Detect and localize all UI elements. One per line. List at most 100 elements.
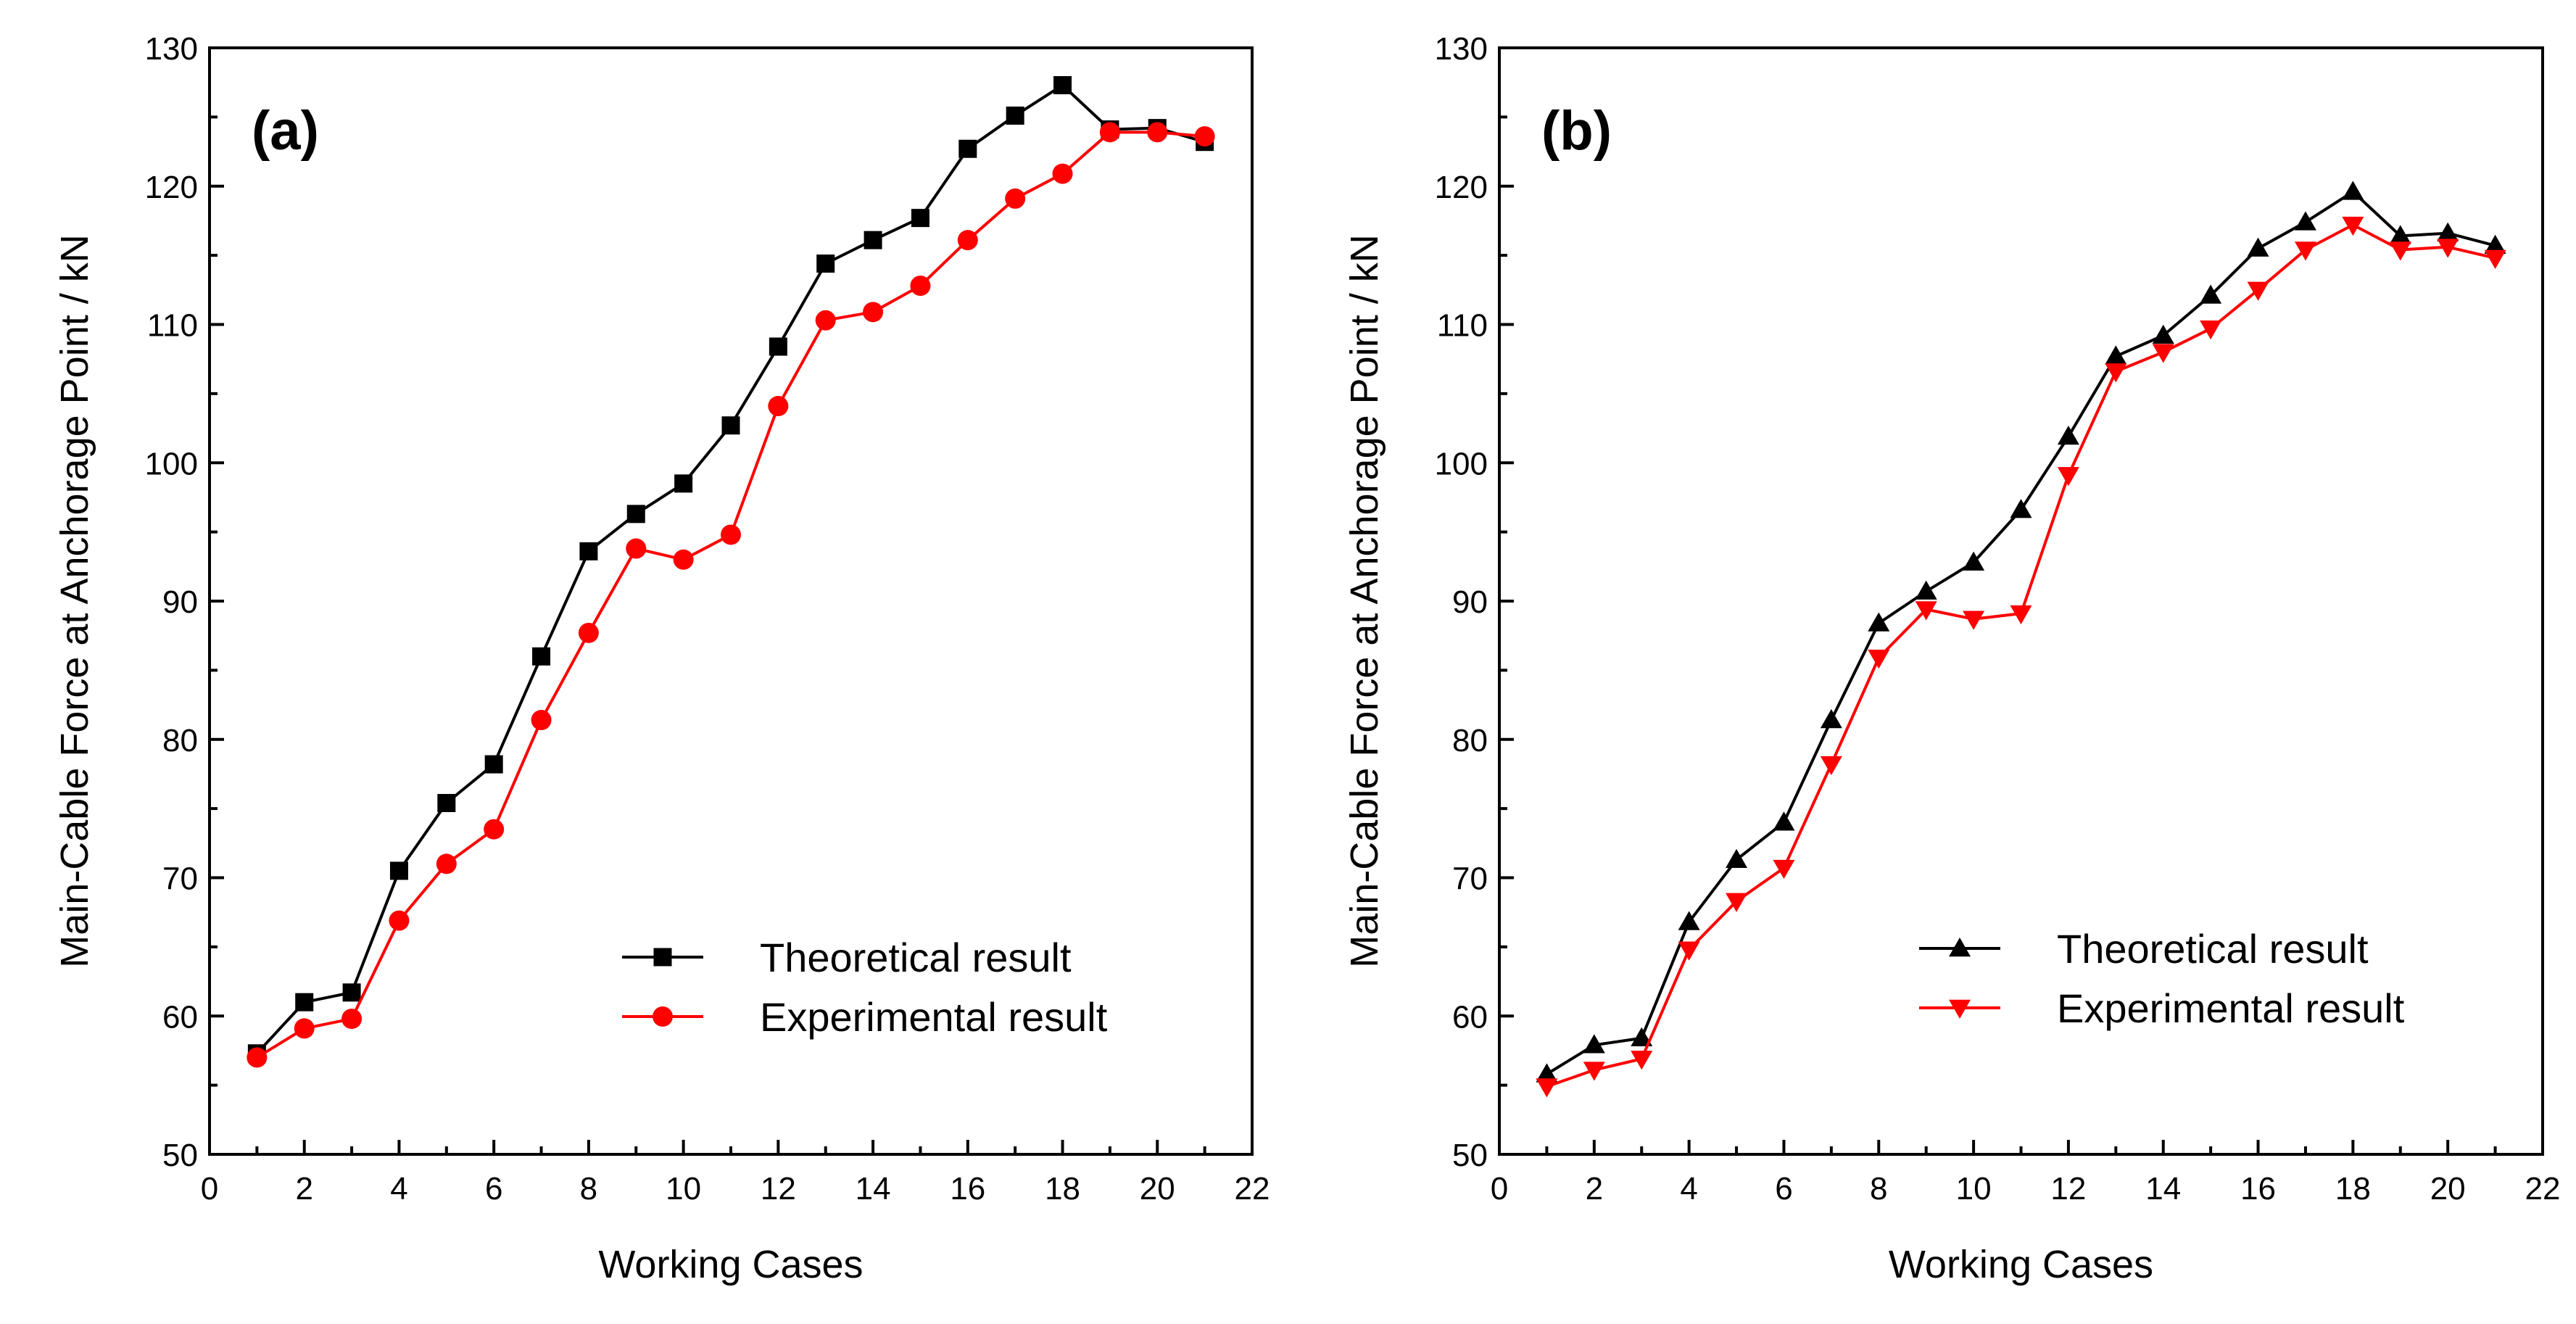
x-tick-label: 18 [2335, 1171, 2371, 1207]
data-point [1915, 580, 1937, 600]
y-tick-label: 110 [1437, 308, 1488, 344]
x-tick-label: 6 [1775, 1171, 1792, 1207]
data-point [2437, 222, 2459, 241]
data-point [1194, 126, 1215, 147]
x-tick-label: 8 [580, 1171, 597, 1207]
data-point [910, 276, 931, 297]
x-tick-label: 12 [2050, 1171, 2086, 1207]
data-point [389, 910, 410, 931]
data-point [2247, 237, 2269, 257]
x-tick-label: 14 [856, 1171, 891, 1207]
legend-label: Theoretical result [2057, 926, 2369, 972]
x-tick-label: 10 [666, 1171, 701, 1207]
data-point [2057, 467, 2079, 487]
data-point [626, 505, 645, 524]
data-point [2152, 344, 2174, 363]
data-point [1678, 911, 1700, 930]
y-tick-label: 90 [162, 584, 198, 620]
data-point [1678, 941, 1700, 961]
y-tick-label: 120 [1435, 170, 1488, 205]
y-tick-label: 100 [1435, 446, 1488, 481]
data-point [958, 139, 977, 158]
x-tick-label: 18 [1045, 1171, 1080, 1207]
data-point [437, 793, 456, 812]
data-point [1583, 1062, 1605, 1081]
legend-marker [1949, 938, 1971, 957]
data-point [1963, 611, 1985, 630]
chart-panel-a: 0 2 4 6 8 10 12 14 16 18 20 22 50 60 70 80 90 100 110 120 13… [53, 31, 1270, 1286]
data-point [768, 396, 789, 417]
data-point [2294, 211, 2316, 231]
x-tick-label: 4 [1680, 1171, 1697, 1207]
x-tick-label: 16 [950, 1171, 985, 1207]
x-tick-label: 2 [295, 1171, 312, 1207]
legend-label: Experimental result [760, 994, 1108, 1040]
data-point [578, 622, 599, 643]
data-point [389, 861, 408, 880]
data-point [2389, 241, 2411, 261]
data-point [247, 1047, 268, 1068]
data-point [341, 1009, 363, 1030]
x-tick-label: 10 [1956, 1171, 1992, 1207]
data-point [2105, 345, 2127, 365]
x-tick-label: 2 [1586, 1171, 1603, 1207]
x-tick-label: 16 [2240, 1171, 2276, 1207]
x-tick-label: 0 [1491, 1171, 1508, 1207]
data-point [769, 337, 787, 356]
data-point [1915, 601, 1937, 621]
data-point [2294, 241, 2316, 261]
y-tick-label: 70 [162, 861, 198, 897]
y-tick-label: 90 [1452, 584, 1488, 620]
y-tick-label: 80 [162, 723, 198, 758]
data-point [1005, 188, 1026, 209]
data-point [673, 549, 694, 570]
data-point [2484, 234, 2506, 255]
data-point [1820, 756, 1842, 776]
x-tick-label: 4 [390, 1171, 407, 1207]
data-point [2247, 281, 2269, 301]
data-point [1773, 811, 1795, 831]
data-point [2484, 249, 2506, 269]
legend-label: Experimental result [2057, 985, 2405, 1031]
data-point [2437, 239, 2459, 258]
panel-label: (b) [1541, 100, 1612, 162]
x-tick-label: 20 [2430, 1171, 2466, 1207]
y-tick-label: 120 [145, 170, 198, 205]
y-tick-label: 50 [1452, 1138, 1488, 1173]
legend: Theoretical result Experimental result [1919, 926, 2405, 1031]
x-tick-label: 6 [485, 1171, 502, 1207]
data-point [342, 983, 361, 1002]
series-line-1 [255, 83, 1206, 1055]
data-point [1868, 612, 1890, 632]
data-point [1820, 709, 1842, 729]
y-tick-label: 60 [1452, 999, 1488, 1035]
legend-marker [653, 948, 672, 967]
data-point [864, 231, 882, 249]
data-point [294, 1018, 315, 1039]
y-tick-label: 60 [162, 999, 198, 1035]
data-point [484, 819, 505, 840]
data-point [2152, 324, 2174, 344]
data-point [1053, 76, 1072, 95]
y-tick-label: 130 [1435, 31, 1488, 67]
data-point [2010, 499, 2032, 518]
data-point [1631, 1027, 1653, 1047]
data-point [2105, 363, 2127, 383]
legend-label: Theoretical result [760, 935, 1072, 980]
data-point [1726, 848, 1748, 868]
y-axis-title: Main-Cable Force at Anchorage Point / kN [53, 234, 96, 968]
data-point [2342, 216, 2364, 236]
data-point [1052, 163, 1073, 184]
data-point [2342, 181, 2364, 200]
data-point [1147, 122, 1168, 143]
legend: Theoretical result Experimental result [622, 935, 1108, 1040]
x-tick-label: 12 [761, 1171, 796, 1207]
data-point [2200, 320, 2222, 340]
data-point [911, 209, 929, 228]
y-tick-label: 70 [1452, 861, 1488, 897]
data-point [1963, 551, 1985, 571]
data-point [2057, 426, 2079, 445]
data-point [484, 755, 503, 774]
x-tick-label: 14 [2145, 1171, 2181, 1207]
